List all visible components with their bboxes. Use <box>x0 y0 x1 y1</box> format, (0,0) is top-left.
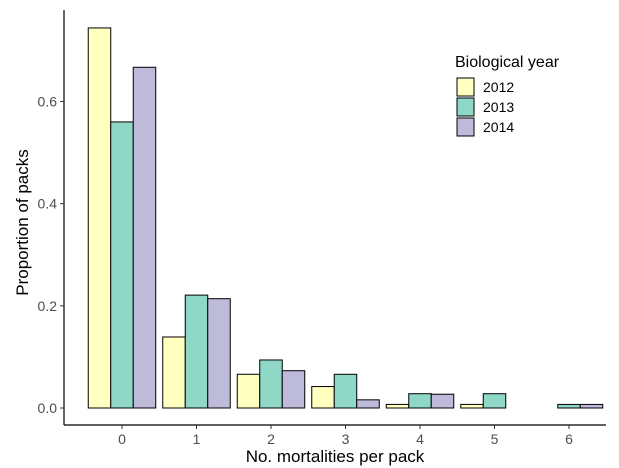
bar-2013-0 <box>110 121 134 409</box>
legend-swatch-2014 <box>456 117 475 137</box>
bar-2013-5 <box>482 393 507 409</box>
x-tick-label: 3 <box>342 431 350 447</box>
bar-2013-4 <box>408 393 432 409</box>
bar-2014-0 <box>132 66 157 409</box>
x-tick-label: 5 <box>491 431 499 447</box>
legend-label-2013: 2013 <box>483 99 514 115</box>
y-tick-label: 0.0 <box>38 400 58 416</box>
bar-2013-6 <box>557 403 581 409</box>
bar-2014-1 <box>207 298 231 409</box>
y-tick-label: 0.2 <box>38 298 58 314</box>
legend-swatch-2012 <box>456 77 475 97</box>
bar-2013-3 <box>333 373 358 409</box>
legend-title: Biological year <box>455 54 560 71</box>
legend-items: 2012 2013 2014 <box>456 77 514 137</box>
x-tick-label: 2 <box>267 431 275 447</box>
y-tick-label: 0.4 <box>38 196 58 212</box>
y-tick-label: 0.6 <box>38 94 58 110</box>
y-axis-ticks: 0.0 0.2 0.4 0.6 <box>38 94 64 416</box>
x-tick-label: 0 <box>118 431 126 447</box>
bar-2012-3 <box>311 386 335 409</box>
bar-2014-2 <box>281 370 306 409</box>
x-tick-label: 4 <box>416 431 424 447</box>
x-axis-ticks: 0 1 2 3 4 5 6 <box>118 425 573 447</box>
legend: Biological year 2012 2013 2014 <box>455 54 560 137</box>
bars-layer <box>87 27 604 409</box>
bar-2012-0 <box>87 27 112 409</box>
bar-2012-2 <box>236 373 261 409</box>
legend-swatch-2013 <box>456 97 475 117</box>
bar-2012-5 <box>460 403 484 409</box>
bar-2013-1 <box>184 294 209 409</box>
bar-2013-2 <box>259 359 283 409</box>
x-tick-label: 1 <box>193 431 201 447</box>
legend-label-2012: 2012 <box>483 79 514 95</box>
bar-2014-6 <box>579 403 604 409</box>
bar-2012-1 <box>162 336 186 409</box>
legend-label-2014: 2014 <box>483 119 514 135</box>
bar-2012-4 <box>385 403 410 409</box>
bar-2014-4 <box>430 393 455 409</box>
x-axis-title: No. mortalities per pack <box>246 447 425 466</box>
y-axis-title: Proportion of packs <box>13 149 32 295</box>
x-tick-label: 6 <box>565 431 573 447</box>
bar-2014-3 <box>356 399 380 409</box>
